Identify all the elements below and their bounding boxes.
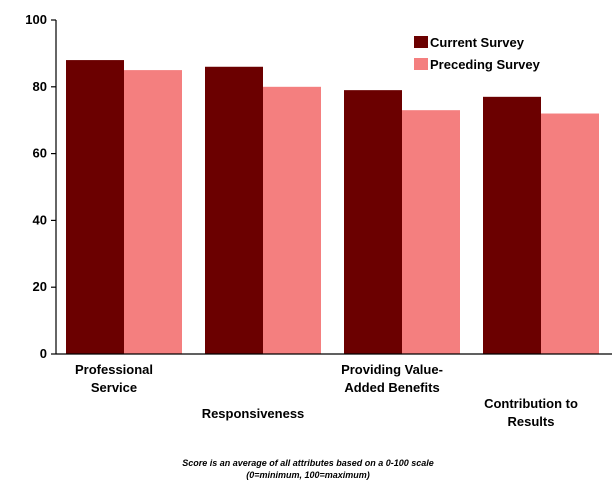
bar-current-1 [205, 66, 263, 354]
footnote-line-2: (0=minimum, 100=maximum) [246, 470, 370, 480]
category-labels: Professional Service Responsiveness Providi… [75, 362, 578, 429]
footnote-line-1: Score is an average of all attributes ba… [182, 458, 434, 468]
bar-preceding-3 [541, 113, 599, 355]
legend-swatch-current [414, 36, 428, 48]
y-tick-label: 40 [33, 212, 47, 227]
legend-swatch-preceding [414, 58, 428, 70]
legend-label-current: Current Survey [430, 35, 525, 50]
legend: Current Survey Preceding Survey [414, 35, 541, 72]
category-label: Service [91, 380, 137, 395]
category-label: Results [508, 414, 555, 429]
bar-preceding-0 [124, 70, 182, 354]
bars [66, 60, 599, 355]
bar-current-3 [483, 96, 541, 354]
category-label: Providing Value- [341, 362, 443, 377]
bar-preceding-2 [402, 110, 460, 355]
category-label: Contribution to [484, 396, 578, 411]
legend-label-preceding: Preceding Survey [430, 57, 541, 72]
category-label: Professional [75, 362, 153, 377]
y-axis-ticks: 0 20 40 60 80 100 [25, 12, 56, 361]
category-label: Added Benefits [344, 380, 439, 395]
bar-current-2 [344, 90, 402, 354]
category-label: Responsiveness [202, 406, 305, 421]
y-tick-label: 100 [25, 12, 47, 27]
y-tick-label: 80 [33, 79, 47, 94]
y-tick-label: 0 [40, 346, 47, 361]
y-tick-label: 20 [33, 279, 47, 294]
bar-preceding-1 [263, 86, 321, 355]
y-tick-label: 60 [33, 146, 47, 161]
bar-current-0 [66, 60, 124, 355]
